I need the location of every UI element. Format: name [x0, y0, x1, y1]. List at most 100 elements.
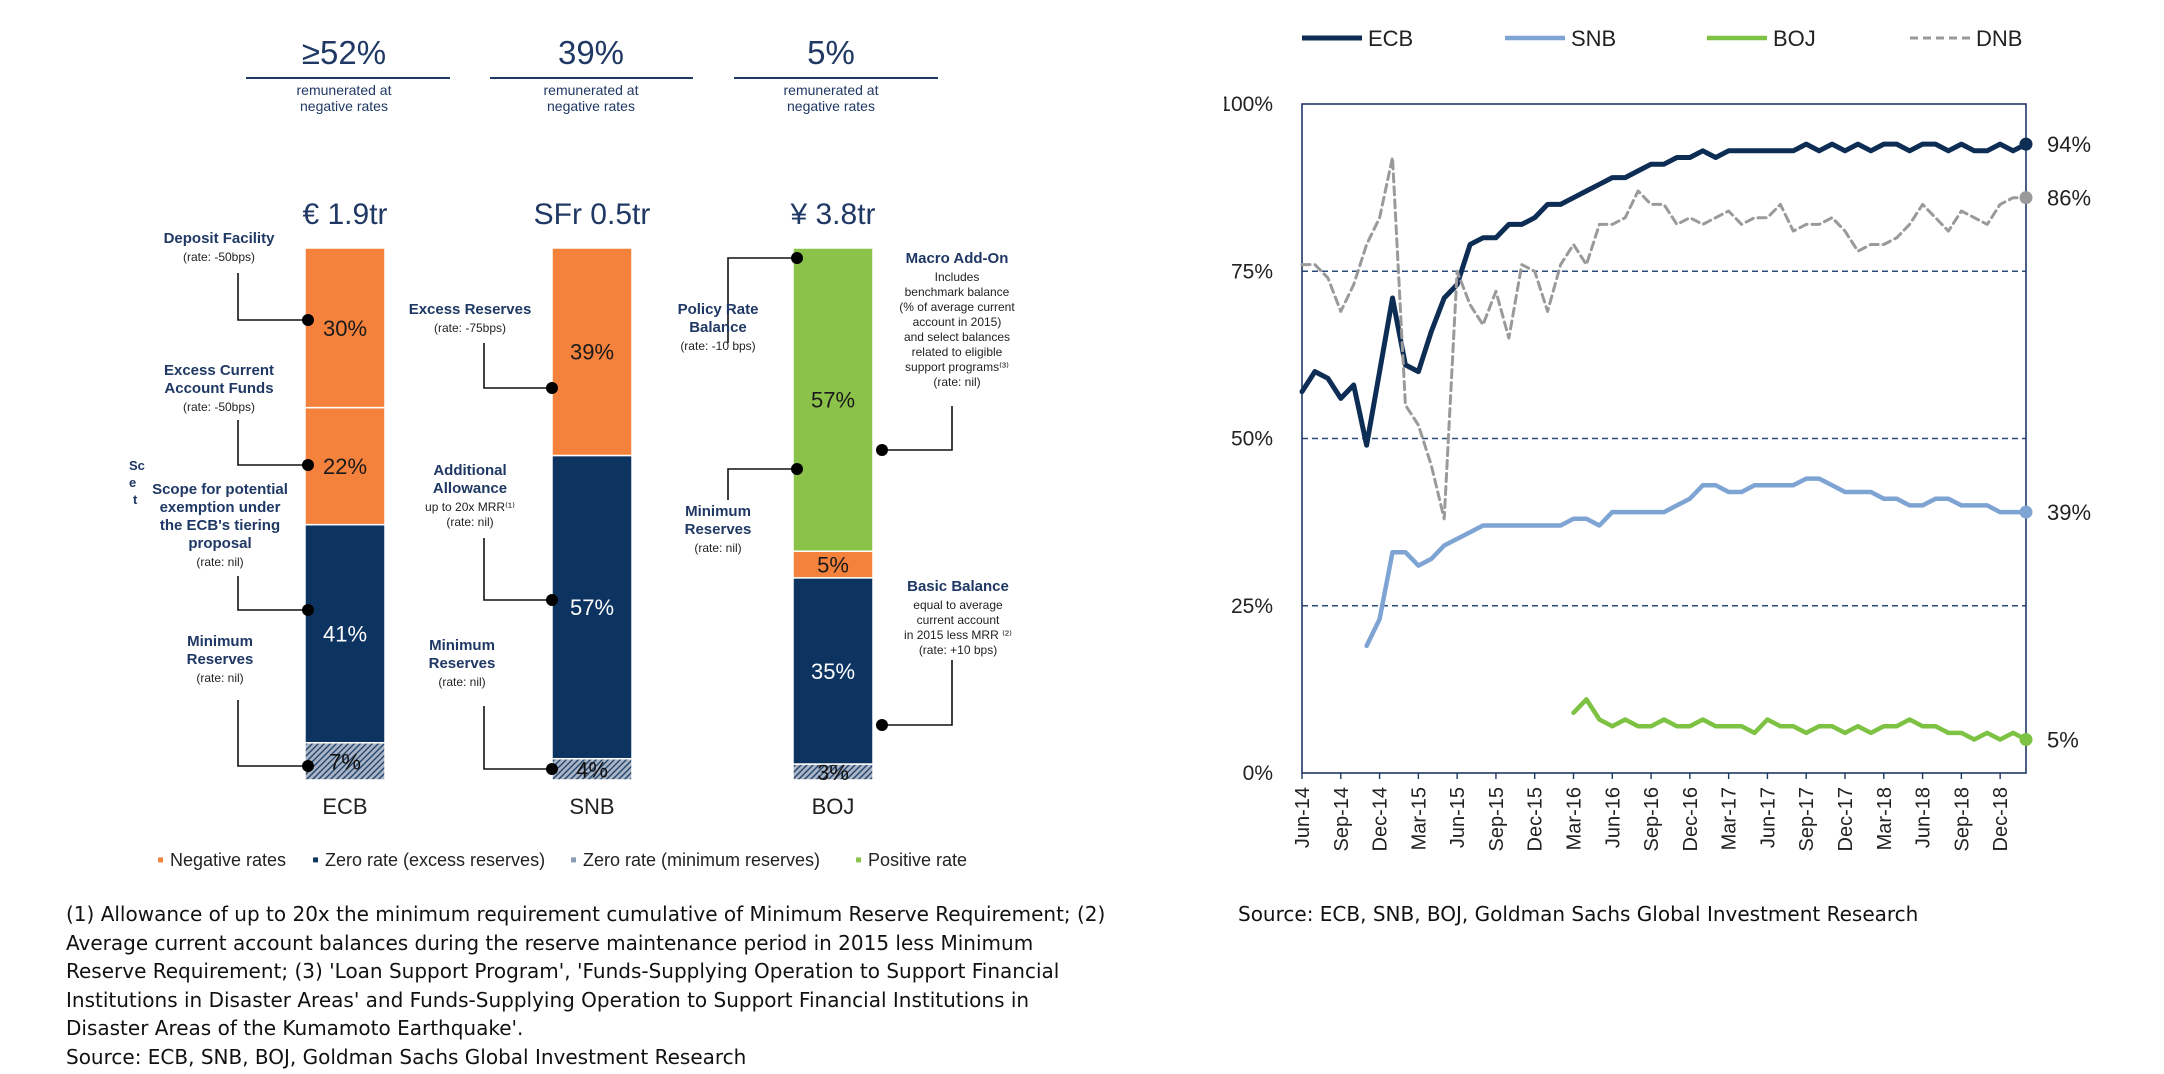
connector-snb-excess — [483, 343, 552, 389]
annotation-title: Basic Balance — [907, 578, 1009, 595]
x-tick-label: Dec-17 — [1835, 787, 1857, 851]
annotation-detail: and select balances — [904, 330, 1010, 344]
footnote: (1) Allowance of up to 20x the minimum r… — [66, 900, 1176, 1071]
y-tick-labels: 0% 25% 50% 75% 100% — [1224, 93, 1273, 785]
series-lines — [1299, 137, 2033, 747]
dot — [302, 459, 314, 471]
connector-boj-minimum — [727, 468, 797, 500]
y-tick-label: 25% — [1231, 595, 1273, 618]
dot — [876, 444, 888, 456]
annotation-title: Deposit Facility — [164, 230, 276, 247]
annotation-title: Additional — [433, 462, 506, 479]
end-label-dnb: 86% — [2047, 186, 2091, 211]
series-endpoint-boj — [2019, 733, 2033, 747]
footnote-line: (1) Allowance of up to 20x the minimum r… — [66, 902, 1106, 926]
bank-total-snb: SFr 0.5tr — [534, 198, 651, 231]
bank-totals: € 1.9tr SFr 0.5tr ¥ 3.8tr — [302, 198, 875, 231]
connector-boj-macro — [882, 406, 953, 451]
clipped-fragments: Sc e t — [129, 458, 145, 507]
x-tick-label: Mar-17 — [1719, 787, 1741, 850]
x-tick-label: Jun-18 — [1913, 787, 1935, 848]
bar-segment-boj-3 — [792, 550, 874, 579]
annotation-detail: benchmark balance — [905, 285, 1010, 299]
annotation-title: Excess Reserves — [409, 301, 532, 318]
end-label-boj: 5% — [2047, 728, 2079, 753]
legend-item-snb: SNB — [1505, 26, 1616, 51]
bar-value-label: 41% — [323, 622, 367, 647]
end-label-snb: 39% — [2047, 500, 2091, 525]
annotation-rate: (rate: nil) — [196, 671, 243, 685]
annotation-detail: Includes — [935, 270, 980, 284]
legend-label: BOJ — [1773, 26, 1816, 51]
annotation-rate: (rate: +10 bps) — [919, 643, 997, 657]
annotation-title: Reserves — [429, 655, 496, 672]
legend-swatch-icon: ▪ — [157, 849, 164, 871]
dot — [546, 594, 558, 606]
legend: ▪ Negative rates ▪ Zero rate (excess reserv… — [157, 849, 967, 871]
stat-caption: negative rates — [300, 98, 388, 114]
annotation-detail: up to 20x MRR⁽¹⁾ — [425, 500, 515, 514]
y-tick-label: 0% — [1243, 762, 1273, 785]
x-tick-label: Sep-15 — [1486, 787, 1508, 852]
x-tick-label: Jun-17 — [1757, 787, 1779, 848]
dot — [546, 382, 558, 394]
x-tick-label: Jun-15 — [1447, 787, 1469, 848]
end-label-ecb: 94% — [2047, 132, 2091, 157]
bank-name-ecb: ECB — [322, 794, 367, 819]
bar-segment-ecb-3 — [304, 247, 386, 409]
x-tick-label: Dec-15 — [1525, 787, 1547, 851]
source-line: Source: ECB, SNB, BOJ, Goldman Sachs Glo… — [1238, 902, 1919, 926]
annotation-title: Reserves — [685, 521, 752, 538]
legend-swatch-icon: ▪ — [855, 849, 862, 871]
annotation-detail: (% of average current — [899, 300, 1015, 314]
stat-value: 39% — [558, 34, 624, 71]
annotation-title: Minimum — [685, 503, 751, 520]
annotation-title: proposal — [188, 535, 251, 552]
x-tick-label: Mar-15 — [1408, 787, 1430, 850]
connector-boj-policy — [727, 257, 797, 343]
y-tick-label: 50% — [1231, 428, 1273, 451]
series-line-ecb — [1299, 141, 2029, 448]
stat-caption: remunerated at — [784, 82, 879, 98]
series-line-dnb — [1300, 156, 2028, 521]
annotation-title: Excess Current — [164, 362, 274, 379]
bar-value-label: 5% — [817, 553, 849, 578]
dot — [302, 314, 314, 326]
clipped-fragment: e — [129, 475, 136, 490]
bar-value-label: 7% — [329, 749, 361, 774]
annotation-rate: (rate: -75bps) — [434, 321, 506, 335]
legend-item-ecb: ECB — [1302, 26, 1413, 51]
y-tick-label: 100% — [1224, 93, 1273, 116]
bank-total-boj: ¥ 3.8tr — [789, 198, 875, 231]
axes — [1301, 103, 2027, 774]
connector-boj-basic — [882, 660, 953, 726]
annotation-title: Policy Rate — [678, 301, 759, 318]
annotation-title: the ECB's tiering — [160, 517, 280, 534]
tiering-bar-chart: ≥52% remunerated at negative rates 39% r… — [129, 34, 1015, 871]
bar-value-label: 57% — [570, 595, 614, 620]
annotation-rate: (rate: nil) — [196, 555, 243, 569]
annotation-title: Minimum — [187, 633, 253, 650]
legend-swatch-icon: ▪ — [312, 849, 319, 871]
annotation-rate: (rate: nil) — [438, 675, 485, 689]
x-tick-label: Mar-18 — [1874, 787, 1896, 850]
bar-value-label: 22% — [323, 454, 367, 479]
legend-label: ECB — [1368, 26, 1413, 51]
annotation-rate: (rate: -50bps) — [183, 400, 255, 414]
x-tick-label: Dec-14 — [1370, 787, 1392, 851]
annotation-title: Account Funds — [164, 380, 273, 397]
stacked-bars: 7%41%22%30%4%57%39%3%35%5%57% — [304, 247, 874, 785]
bar-value-label: 30% — [323, 316, 367, 341]
stat-caption: remunerated at — [544, 82, 639, 98]
legend-item-boj: BOJ — [1707, 26, 1816, 51]
annotation-connectors — [237, 257, 953, 770]
x-tick-label: Dec-16 — [1680, 787, 1702, 851]
legend-item: ▪ Positive rate — [855, 849, 967, 871]
annotation-rate: (rate: nil) — [933, 375, 980, 389]
series-line-boj — [1571, 697, 2029, 742]
